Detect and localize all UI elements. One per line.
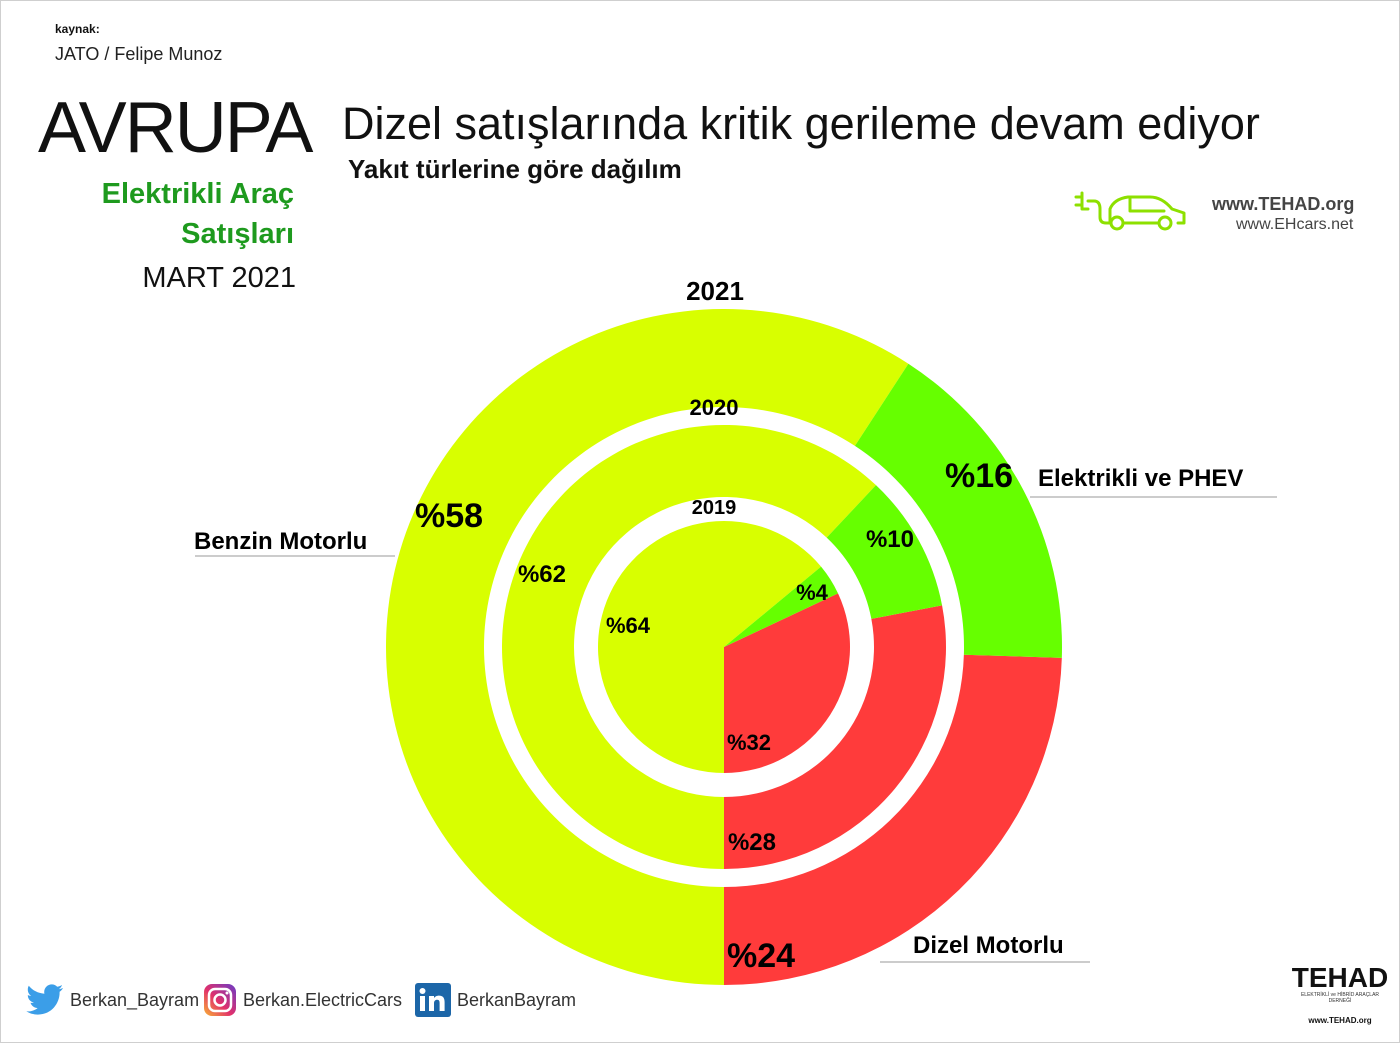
instagram-icon bbox=[204, 984, 236, 1016]
linkedin-handle: BerkanBayram bbox=[457, 989, 577, 1010]
twitter-handle: Berkan_Bayram bbox=[70, 989, 200, 1010]
region-title: AVRUPA bbox=[38, 88, 313, 168]
source-label: kaynak: bbox=[55, 22, 100, 36]
slice-2021-benzin-motorlu bbox=[386, 309, 909, 985]
chart-data-labels: 2021 %24 %58 %16 2020 %28 %62 %10 2019 %32 %64 %4 bbox=[415, 276, 1013, 975]
social-instagram[interactable]: Berkan.ElectricCars bbox=[203, 982, 402, 1018]
chart-subtitle: Yakıt türlerine göre dağılım bbox=[348, 154, 682, 184]
slice-2020-dizel-motorlu bbox=[724, 605, 946, 869]
chart-rings bbox=[386, 309, 1062, 985]
ring-year-label-2019: 2019 bbox=[692, 497, 737, 519]
chart-title: Dizel satışlarında kritik gerileme devam… bbox=[342, 98, 1260, 149]
slice-2020-elektrikli-ve-phev bbox=[826, 485, 943, 619]
data-label-2021-elektrikli-ve-phev: %16 bbox=[945, 457, 1013, 495]
data-label-2019-elektrikli-ve-phev: %4 bbox=[796, 580, 829, 605]
category-subtitle-line2: Satışları bbox=[181, 218, 294, 250]
slice-2021-dizel-motorlu bbox=[724, 654, 1062, 985]
ring-year-label-2021: 2021 bbox=[686, 276, 744, 306]
tehad-name: TEHAD bbox=[1291, 962, 1389, 993]
data-label-2021-benzin-motorlu: %58 bbox=[415, 497, 483, 535]
site-secondary[interactable]: www.EHcars.net bbox=[1236, 216, 1354, 233]
category-subtitle: Elektrikli Araç Satışları bbox=[102, 174, 294, 254]
electric-car-plug-icon bbox=[1074, 191, 1186, 231]
tehad-tagline: ELEKTRİKLİ ve HİBRİD ARAÇLAR DERNEĞİ bbox=[1300, 992, 1380, 1004]
slice-2019-elektrikli-ve-phev bbox=[724, 566, 839, 647]
slice-2020-benzin-motorlu bbox=[502, 425, 876, 869]
data-label-2020-dizel-motorlu: %28 bbox=[728, 829, 776, 856]
source-value: JATO / Felipe Munoz bbox=[55, 44, 223, 64]
tehad-logo: TEHAD ELEKTRİKLİ ve HİBRİD ARAÇLAR DERNE… bbox=[1290, 962, 1390, 1026]
period-label: MART 2021 bbox=[142, 262, 296, 294]
data-label-2019-dizel-motorlu: %32 bbox=[727, 730, 771, 755]
linkedin-icon bbox=[415, 983, 451, 1017]
slice-2021-elektrikli-ve-phev bbox=[854, 363, 1062, 658]
legend-label-elektrikli: Elektrikli ve PHEV bbox=[1038, 465, 1243, 492]
instagram-handle: Berkan.ElectricCars bbox=[243, 989, 403, 1010]
data-label-2021-dizel-motorlu: %24 bbox=[727, 937, 795, 975]
social-twitter[interactable]: Berkan_Bayram bbox=[26, 982, 199, 1018]
category-subtitle-line1: Elektrikli Araç bbox=[101, 178, 294, 210]
tehad-url[interactable]: www.TEHAD.org bbox=[1308, 1016, 1372, 1025]
social-linkedin[interactable]: BerkanBayram bbox=[415, 982, 576, 1018]
data-label-2019-benzin-motorlu: %64 bbox=[606, 613, 651, 638]
site-primary[interactable]: www.TEHAD.org bbox=[1212, 194, 1355, 214]
ring-year-label-2020: 2020 bbox=[690, 395, 739, 420]
data-label-2020-benzin-motorlu: %62 bbox=[518, 561, 566, 588]
slice-2019-dizel-motorlu bbox=[724, 593, 850, 773]
legend-label-benzin: Benzin Motorlu bbox=[194, 528, 367, 555]
twitter-icon bbox=[26, 984, 63, 1015]
data-label-2020-elektrikli-ve-phev: %10 bbox=[866, 526, 914, 553]
legend-leader-lines bbox=[195, 496, 1277, 963]
slice-2019-benzin-motorlu bbox=[597, 521, 822, 774]
legend-label-dizel: Dizel Motorlu bbox=[913, 932, 1064, 959]
